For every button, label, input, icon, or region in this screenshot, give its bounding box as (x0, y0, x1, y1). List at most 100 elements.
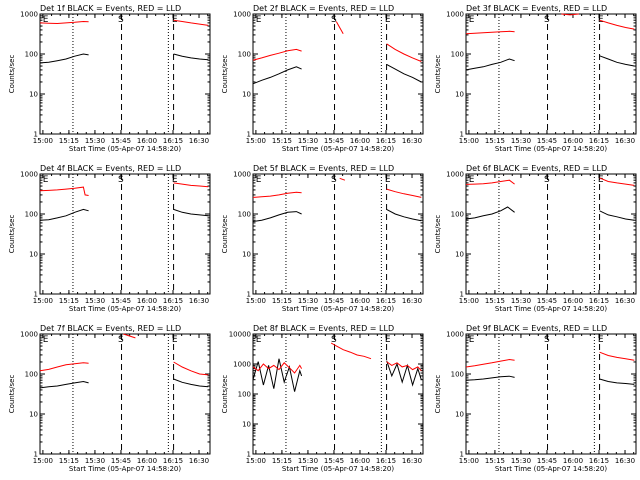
y-tick-label: 100 (238, 51, 251, 59)
x-axis: 15:00 15:15 15:30 15:45 16:00 16:15 16:30 Start… (246, 334, 422, 473)
y-tick-label: 1000 (446, 11, 464, 19)
y-axis: 1 10 100 1000 Counts/sec (434, 11, 636, 139)
series-line-events (173, 53, 209, 61)
series-lld (252, 342, 422, 374)
state-marker-e: E (385, 15, 391, 25)
x-tick-label: 15:45 (111, 457, 131, 465)
y-axis-label: Counts/sec (221, 215, 229, 254)
x-tick-label: 15:45 (324, 457, 344, 465)
y-tick-label: 1 (247, 291, 251, 299)
state-marker-e: E (598, 15, 604, 25)
plot-frame (465, 333, 637, 455)
y-axis-label: Counts/sec (8, 55, 16, 94)
x-tick-label: 16:30 (615, 137, 635, 145)
panel-title: Det 1f BLACK = Events, RED = LLD (40, 4, 181, 13)
y-tick-label: 10 (242, 251, 251, 259)
series-line-lld (123, 333, 136, 339)
plot-frame (465, 13, 637, 135)
x-axis: 15:00 15:15 15:30 15:45 16:00 16:15 16:30 Start… (33, 174, 209, 313)
state-marker-e: E (256, 15, 262, 25)
state-marker-e: E (598, 335, 604, 345)
panel-title: Det 2f BLACK = Events, RED = LLD (253, 4, 394, 13)
series-line-lld (173, 19, 209, 26)
state-marker-e: E (43, 335, 49, 345)
state-marker-e: E (256, 335, 262, 345)
series-line-events (252, 66, 302, 85)
x-tick-label: 15:45 (111, 137, 131, 145)
series-lld (252, 21, 422, 62)
series-line-events (252, 358, 303, 392)
series-line-lld (561, 13, 579, 16)
x-tick-label: 15:30 (85, 137, 105, 145)
reference-lines (498, 14, 601, 134)
x-tick-label: 16:30 (189, 137, 209, 145)
x-tick-label: 15:00 (459, 457, 479, 465)
x-tick-label: 15:00 (246, 297, 266, 305)
series-line-lld (39, 20, 89, 25)
series-line-lld (173, 361, 209, 376)
x-tick-label: 16:00 (350, 137, 370, 145)
state-marker-e: E (469, 175, 475, 185)
x-tick-label: 15:30 (511, 457, 531, 465)
series-line-lld (39, 186, 89, 196)
series-line-lld (330, 342, 372, 360)
x-axis: 15:00 15:15 15:30 15:45 16:00 16:15 16:30 Start… (246, 14, 422, 153)
plot-frame (252, 333, 424, 455)
x-axis: 15:00 15:15 15:30 15:45 16:00 16:15 16:30 Start… (33, 14, 209, 153)
panel-title: Det 3f BLACK = Events, RED = LLD (466, 4, 607, 13)
y-tick-label: 100 (238, 391, 251, 399)
x-tick-label: 15:45 (324, 137, 344, 145)
series-line-events (465, 58, 515, 71)
x-tick-label: 16:00 (137, 457, 157, 465)
x-tick-label: 15:15 (485, 457, 505, 465)
plot-frame (39, 333, 211, 455)
x-tick-label: 15:30 (298, 137, 318, 145)
series-lld (252, 177, 422, 198)
plot-frame (465, 173, 637, 295)
series-line-events (173, 208, 209, 217)
x-tick-label: 15:30 (511, 137, 531, 145)
y-axis: 1 10 100 1000 Counts/sec (434, 331, 636, 459)
reference-lines (285, 334, 388, 454)
panel-title: Det 7f BLACK = Events, RED = LLD (40, 324, 181, 333)
x-tick-label: 15:45 (324, 297, 344, 305)
x-axis-label: Start Time (05-Apr-07 14:58:20) (69, 145, 181, 153)
y-tick-label: 100 (451, 371, 464, 379)
x-tick-label: 16:00 (563, 457, 583, 465)
x-tick-label: 16:15 (589, 457, 609, 465)
y-tick-label: 1000 (233, 171, 251, 179)
y-tick-label: 10000 (229, 331, 251, 339)
series-line-lld (465, 30, 515, 35)
series-line-events (599, 55, 635, 67)
y-axis-label: Counts/sec (434, 215, 442, 254)
series-line-events (39, 208, 89, 221)
y-tick-label: 100 (25, 371, 38, 379)
x-tick-label: 16:30 (402, 457, 422, 465)
x-tick-label: 15:30 (85, 297, 105, 305)
x-tick-label: 15:15 (59, 137, 79, 145)
y-axis-label: Counts/sec (8, 215, 16, 254)
x-axis-label: Start Time (05-Apr-07 14:58:20) (282, 145, 394, 153)
y-tick-label: 1 (460, 131, 464, 139)
y-tick-label: 100 (451, 211, 464, 219)
plot-frame (252, 13, 424, 135)
x-tick-label: 15:15 (59, 457, 79, 465)
x-tick-label: 15:15 (272, 457, 292, 465)
series-line-lld (339, 177, 346, 181)
y-tick-label: 10 (242, 421, 251, 429)
y-tick-label: 1 (460, 451, 464, 459)
state-marker-e: E (43, 15, 49, 25)
x-axis: 15:00 15:15 15:30 15:45 16:00 16:15 16:30 Start… (459, 174, 635, 313)
state-marker-s: S (544, 335, 550, 345)
x-axis-label: Start Time (05-Apr-07 14:58:20) (69, 465, 181, 473)
